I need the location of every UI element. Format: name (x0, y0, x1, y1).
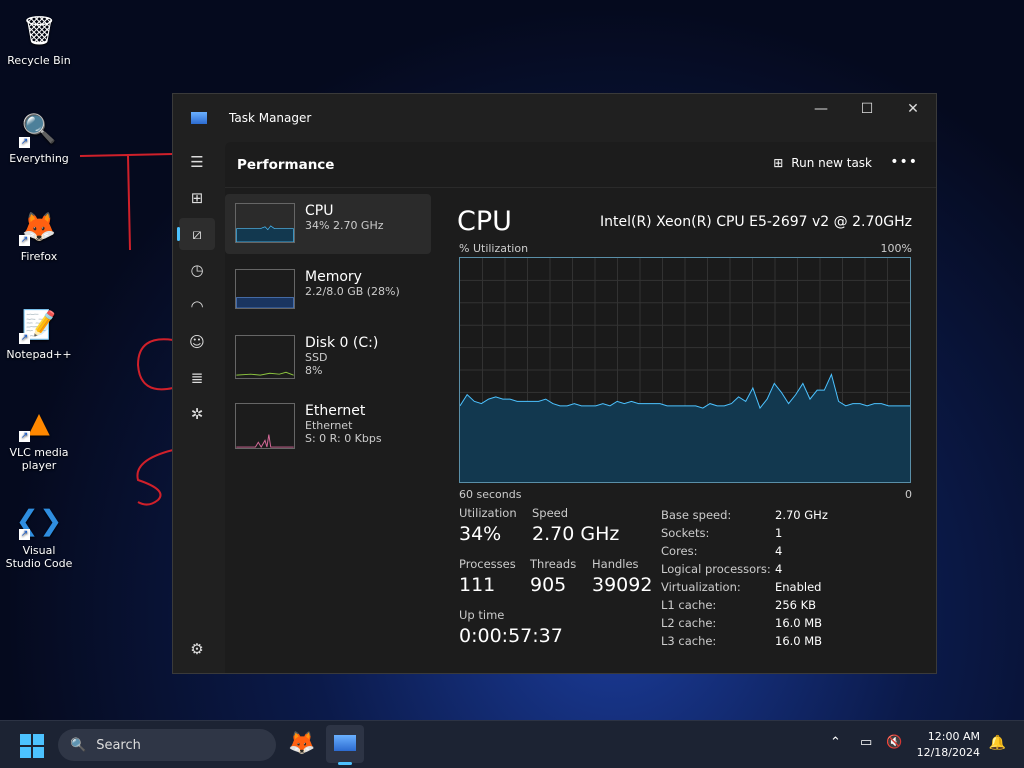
property-row: Base speed: 2.70 GHz (661, 508, 828, 526)
stat-speed: Speed 2.70 GHz (532, 506, 620, 545)
taskbar-firefox-icon[interactable]: 🦊 (288, 731, 316, 756)
minimize-button[interactable]: — (814, 101, 828, 117)
cpu-properties: Base speed: 2.70 GHz Sockets: 1 Cores: 4 Logic… (661, 508, 828, 652)
property-key: Logical processors: (661, 562, 771, 576)
nav-sidebar: ☰ ⊞ ⧄ ◷ ◠ ☺ ≣ ✲ ⚙ (173, 142, 221, 673)
property-value: 1 (775, 526, 783, 540)
processes-icon[interactable]: ⊞ (190, 189, 204, 207)
main-panel: Performance ⊞ Run new task ••• CPU 34% 2.7… (225, 142, 936, 673)
property-row: L3 cache: 16.0 MB (661, 634, 828, 652)
search-icon: 🔍 (70, 737, 87, 753)
x-right-label: 0 (905, 488, 912, 501)
property-value: 16.0 MB (775, 616, 823, 630)
stat-uptime: Up time 0:00:57:37 (459, 608, 563, 647)
taskbar-task-manager-icon[interactable] (326, 725, 364, 765)
property-key: Base speed: (661, 508, 732, 522)
property-row: L2 cache: 16.0 MB (661, 616, 828, 634)
everything-icon: 🔍 ↗ (19, 111, 57, 148)
task-manager-logo-icon (191, 112, 207, 124)
page-title: Performance (225, 142, 936, 188)
clock[interactable]: 12:00 AM 12/18/2024 (916, 730, 980, 759)
property-value: 4 (775, 562, 783, 576)
property-row: Logical processors: 4 (661, 562, 828, 580)
property-key: Sockets: (661, 526, 710, 540)
startup-icon[interactable]: ◠ (190, 297, 204, 315)
ethernet-thumbnail (235, 403, 295, 449)
task-manager-window: Task Manager — ☐ ✕ ☰ ⊞ ⧄ ◷ ◠ ☺ ≣ ✲ ⚙ Per… (172, 93, 937, 674)
memory-thumbnail (235, 269, 295, 309)
settings-icon[interactable]: ⚙ (190, 640, 204, 658)
search-box[interactable]: 🔍 Search (58, 729, 276, 761)
details-icon[interactable]: ≣ (190, 369, 204, 387)
property-key: L3 cache: (661, 634, 717, 648)
hamburger-icon[interactable]: ☰ (190, 153, 204, 171)
performance-icon[interactable]: ⧄ (177, 218, 215, 250)
property-row: L1 cache: 256 KB (661, 598, 828, 616)
red-annotation (79, 153, 174, 506)
property-row: Virtualization: Enabled (661, 580, 828, 598)
y-axis-label: % Utilization (459, 242, 529, 255)
property-value: Enabled (775, 580, 822, 594)
taskbar: 🔍 Search 🦊 ⌃ ▭ 🔇 12:00 AM 12/18/2024 🔔 (0, 720, 1024, 768)
services-icon[interactable]: ✲ (190, 405, 204, 423)
more-options-button[interactable]: ••• (890, 154, 918, 170)
property-key: Cores: (661, 544, 698, 558)
vlc-icon: ▲ ↗ (19, 405, 50, 442)
notification-bell-icon[interactable]: 🔔 (988, 735, 1006, 751)
cpu-line (460, 373, 910, 410)
cpu-model: Intel(R) Xeon(R) CPU E5-2697 v2 @ 2.70GH… (600, 214, 912, 230)
run-new-task-button[interactable]: ⊞ Run new task (773, 156, 872, 170)
device-list: CPU 34% 2.70 GHz Memory 2.2/8.0 GB (28%) D… (225, 194, 431, 460)
property-value: 16.0 MB (775, 634, 823, 648)
property-key: Virtualization: (661, 580, 741, 594)
desktop-icon-vlc[interactable]: ▲ ↗ VLC media player (4, 402, 74, 473)
run-task-icon: ⊞ (773, 156, 784, 170)
device-cpu[interactable]: CPU 34% 2.70 GHz (225, 194, 431, 254)
chevron-up-icon[interactable]: ⌃ (830, 735, 841, 750)
y-max-label: 100% (880, 242, 912, 255)
recycle-bin-icon: 🗑 (21, 13, 57, 47)
device-memory[interactable]: Memory 2.2/8.0 GB (28%) (225, 260, 431, 320)
property-row: Sockets: 1 (661, 526, 828, 544)
desktop-icon-firefox[interactable]: 🦊 ↗ Firefox (4, 206, 74, 263)
title-bar: Task Manager (173, 94, 936, 142)
disk-thumbnail (235, 335, 295, 379)
app-history-icon[interactable]: ◷ (190, 261, 204, 279)
stat-handles: Handles 39092 (592, 557, 653, 596)
x-left-label: 60 seconds (459, 488, 522, 501)
stat-threads: Threads 905 (530, 557, 577, 596)
users-icon[interactable]: ☺ (189, 333, 205, 351)
maximize-button[interactable]: ☐ (860, 101, 874, 117)
volume-muted-icon[interactable]: 🔇 (886, 735, 903, 750)
property-key: L1 cache: (661, 598, 717, 612)
firefox-icon: 🦊 ↗ (19, 209, 57, 246)
notepadpp-icon: 📝 ↗ (19, 307, 57, 344)
cpu-title: CPU (457, 206, 512, 237)
window-title: Task Manager (229, 111, 312, 125)
desktop-icon-notepadpp[interactable]: 📝 ↗ Notepad++ (4, 304, 74, 362)
desktop-icon-everything[interactable]: 🔍 ↗ Everything (4, 108, 74, 166)
device-disk[interactable]: Disk 0 (C:) SSD 8% (225, 326, 431, 388)
close-button[interactable]: ✕ (907, 101, 919, 117)
stat-utilization: Utilization 34% (459, 506, 517, 545)
device-ethernet[interactable]: Ethernet Ethernet S: 0 R: 0 Kbps (225, 394, 431, 454)
vscode-icon: ❮❯ ↗ (15, 503, 63, 540)
property-value: 4 (775, 544, 783, 558)
cpu-area (460, 374, 910, 482)
property-value: 256 KB (775, 598, 817, 612)
desktop-icon-vscode[interactable]: ❮❯ ↗ Visual Studio Code (4, 500, 74, 571)
cpu-thumbnail (235, 203, 295, 243)
cpu-utilization-graph (459, 257, 911, 483)
stat-processes: Processes 111 (459, 557, 516, 596)
property-row: Cores: 4 (661, 544, 828, 562)
desktop-icon-recycle-bin[interactable]: 🗑 Recycle Bin (4, 10, 74, 68)
property-value: 2.70 GHz (775, 508, 828, 522)
network-icon[interactable]: ▭ (860, 735, 873, 750)
start-button[interactable] (20, 734, 44, 758)
cpu-detail: CPU Intel(R) Xeon(R) CPU E5-2697 v2 @ 2.… (457, 194, 912, 648)
property-key: L2 cache: (661, 616, 717, 630)
